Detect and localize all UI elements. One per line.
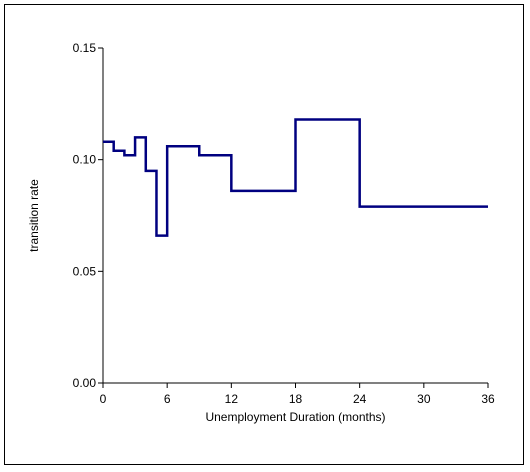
y-tick-label: 0.10: [73, 153, 97, 167]
x-tick-label: 18: [289, 392, 303, 406]
x-tick-label: 30: [417, 392, 431, 406]
x-ticks: 0 6 12 18 24 30 36: [100, 383, 495, 406]
y-ticks: 0.00 0.05 0.10 0.15: [73, 41, 103, 390]
x-tick-label: 36: [481, 392, 495, 406]
x-tick-label: 12: [225, 392, 239, 406]
x-axis-title: Unemployment Duration (months): [205, 410, 385, 424]
axes: [102, 48, 488, 384]
x-tick-label: 6: [164, 392, 171, 406]
chart-frame: [4, 4, 524, 465]
y-axis-title: transition rate: [27, 179, 41, 252]
series-line: [103, 118, 488, 237]
y-tick-label: 0.00: [73, 376, 97, 390]
y-tick-label: 0.05: [73, 264, 97, 278]
x-tick-label: 24: [353, 392, 367, 406]
x-tick-label: 0: [100, 392, 107, 406]
y-tick-label: 0.15: [73, 41, 97, 55]
